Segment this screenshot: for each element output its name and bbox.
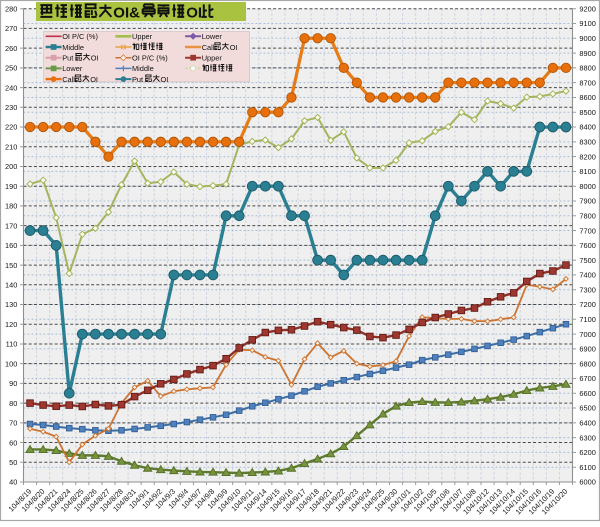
svg-text:120: 120 xyxy=(5,320,17,329)
svg-text:210: 210 xyxy=(5,142,17,151)
svg-text:7100: 7100 xyxy=(579,315,595,324)
svg-text:6500: 6500 xyxy=(579,404,595,413)
svg-text:OI: OI xyxy=(161,75,169,84)
svg-text:9000: 9000 xyxy=(579,34,595,43)
svg-text:8800: 8800 xyxy=(579,64,595,73)
svg-text:7300: 7300 xyxy=(579,285,595,294)
svg-text:6400: 6400 xyxy=(579,419,595,428)
svg-text:260: 260 xyxy=(5,44,17,53)
svg-text:240: 240 xyxy=(5,83,17,92)
svg-text:8600: 8600 xyxy=(579,93,595,102)
svg-text:6700: 6700 xyxy=(579,374,595,383)
svg-text:80: 80 xyxy=(9,399,17,408)
svg-text:90: 90 xyxy=(9,379,17,388)
svg-text:Call: Call xyxy=(202,43,215,52)
svg-text:OI&: OI& xyxy=(113,5,140,22)
svg-text:150: 150 xyxy=(5,261,17,270)
svg-text:OI P/C (%): OI P/C (%) xyxy=(132,54,168,63)
svg-text:250: 250 xyxy=(5,64,17,73)
svg-text:Call: Call xyxy=(62,75,75,84)
svg-text:8700: 8700 xyxy=(579,78,595,87)
svg-text:Lower: Lower xyxy=(62,64,83,73)
svg-text:50: 50 xyxy=(9,458,17,467)
svg-text:8100: 8100 xyxy=(579,167,595,176)
svg-text:100: 100 xyxy=(5,359,17,368)
svg-text:280: 280 xyxy=(5,4,17,13)
svg-text:Put: Put xyxy=(62,54,73,63)
svg-text:7900: 7900 xyxy=(579,197,595,206)
svg-text:8900: 8900 xyxy=(579,49,595,58)
svg-text:6000: 6000 xyxy=(579,478,595,487)
svg-text:8000: 8000 xyxy=(579,182,595,191)
svg-text:8300: 8300 xyxy=(579,138,595,147)
svg-text:OI: OI xyxy=(90,75,98,84)
svg-text:Middle: Middle xyxy=(132,64,154,73)
svg-text:60: 60 xyxy=(9,438,17,447)
svg-text:180: 180 xyxy=(5,202,17,211)
svg-text:7200: 7200 xyxy=(579,300,595,309)
svg-text:6600: 6600 xyxy=(579,389,595,398)
svg-text:Middle: Middle xyxy=(62,43,84,52)
svg-text:8500: 8500 xyxy=(579,108,595,117)
svg-text:6900: 6900 xyxy=(579,345,595,354)
svg-text:Lower: Lower xyxy=(202,32,223,41)
svg-text:40: 40 xyxy=(9,478,17,487)
svg-text:OI: OI xyxy=(186,5,202,22)
svg-text:220: 220 xyxy=(5,123,17,132)
svg-text:140: 140 xyxy=(5,281,17,290)
svg-text:160: 160 xyxy=(5,241,17,250)
svg-text:6100: 6100 xyxy=(579,463,595,472)
svg-text:7000: 7000 xyxy=(579,330,595,339)
svg-text:70: 70 xyxy=(9,419,17,428)
svg-text:6300: 6300 xyxy=(579,433,595,442)
svg-text:7500: 7500 xyxy=(579,256,595,265)
svg-text:6800: 6800 xyxy=(579,359,595,368)
svg-text:6200: 6200 xyxy=(579,448,595,457)
svg-text:OI P/C (%): OI P/C (%) xyxy=(62,32,98,41)
svg-text:7600: 7600 xyxy=(579,241,595,250)
svg-text:7800: 7800 xyxy=(579,212,595,221)
svg-text:8200: 8200 xyxy=(579,152,595,161)
svg-text:Upper: Upper xyxy=(132,32,153,41)
svg-text:OI: OI xyxy=(91,54,99,63)
svg-text:230: 230 xyxy=(5,103,17,112)
svg-text:190: 190 xyxy=(5,182,17,191)
svg-text:Put: Put xyxy=(132,75,143,84)
svg-text:Upper: Upper xyxy=(202,54,223,63)
svg-text:OI: OI xyxy=(230,43,238,52)
svg-text:170: 170 xyxy=(5,221,17,230)
svg-text:7400: 7400 xyxy=(579,271,595,280)
svg-text:8400: 8400 xyxy=(579,123,595,132)
svg-text:200: 200 xyxy=(5,162,17,171)
svg-text:9200: 9200 xyxy=(579,4,595,13)
svg-text:270: 270 xyxy=(5,24,17,33)
svg-text:130: 130 xyxy=(5,300,17,309)
svg-text:9100: 9100 xyxy=(579,19,595,28)
svg-text:110: 110 xyxy=(6,340,18,349)
svg-text:7700: 7700 xyxy=(579,226,595,235)
